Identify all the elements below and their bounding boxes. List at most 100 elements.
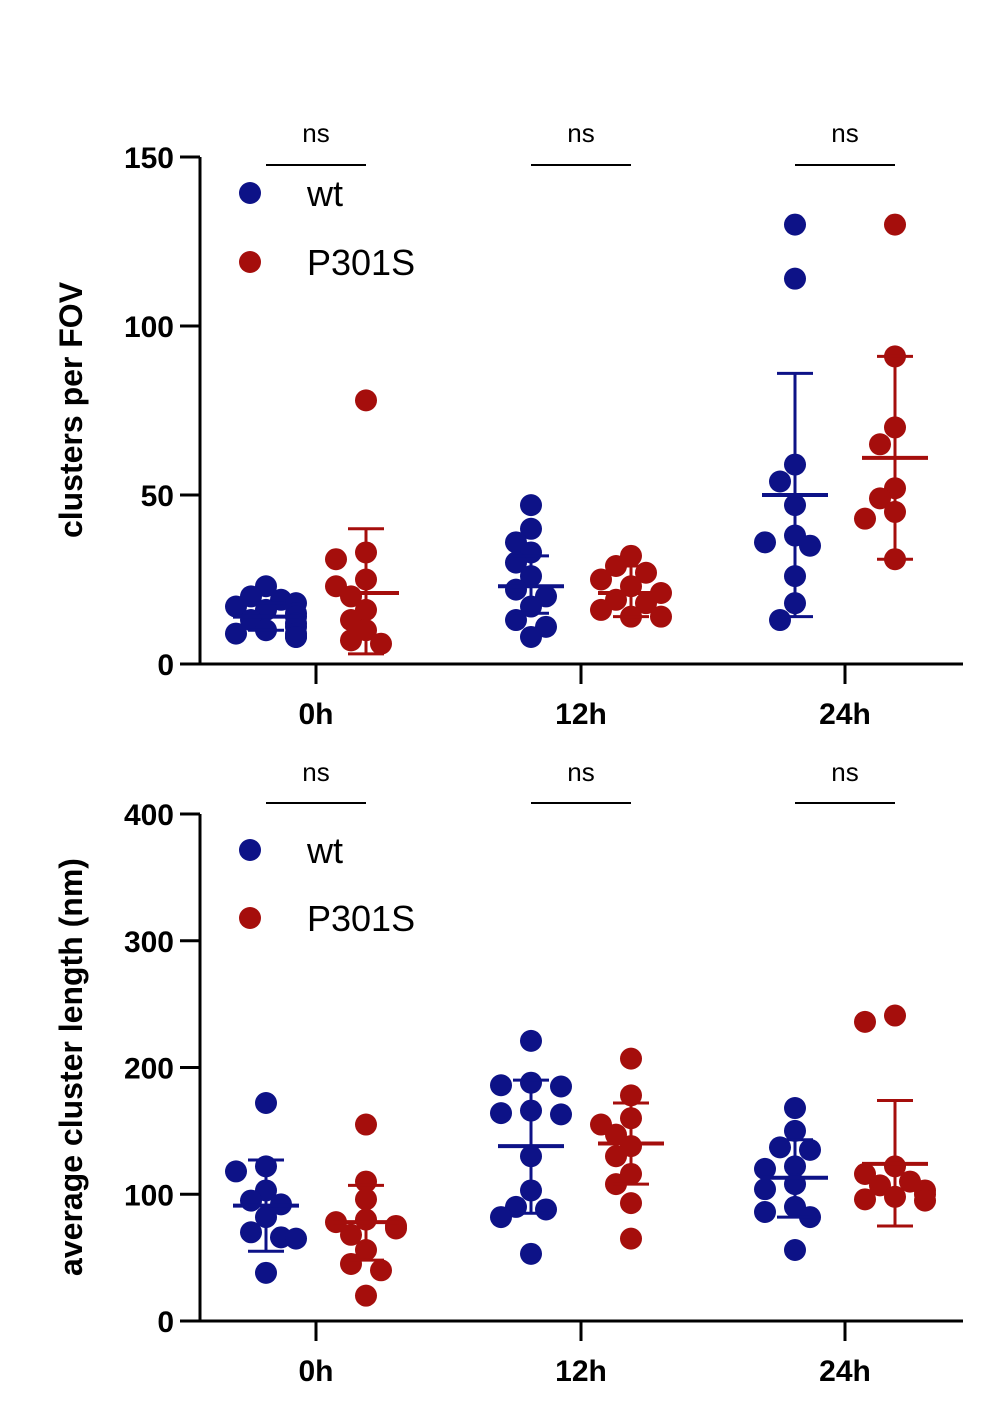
y-tick-label: 100 [124,311,174,344]
data-point-wt [255,1261,277,1284]
legend-label-p301s: P301S [307,242,415,283]
data-point-p301s [355,389,377,412]
significance-label: ns [831,118,858,148]
data-point-wt [754,1178,776,1201]
data-point-wt [784,1119,806,1142]
x-tick-label: 0h [298,1355,333,1388]
y-tick-label: 400 [124,799,174,832]
data-point-p301s [884,1004,906,1027]
data-point-p301s [854,1010,876,1033]
data-point-wt [799,534,821,557]
significance-label: ns [302,118,329,148]
data-point-p301s [914,1189,936,1212]
data-point-p301s [325,548,347,571]
data-point-p301s [355,1170,377,1193]
data-point-wt [240,1221,262,1244]
significance-label: ns [302,757,329,787]
data-point-p301s [869,433,891,456]
x-ticks: 0h 12h 24h [298,664,871,731]
data-point-p301s [340,1252,362,1275]
data-point-p301s [869,487,891,510]
data-point-wt [225,595,247,618]
legend-label-p301s: P301S [307,898,415,939]
y-tick-label: 300 [124,926,174,959]
data-point-wt [520,1242,542,1265]
y-tick-label: 100 [124,1179,174,1212]
y-tick-label: 0 [157,649,174,682]
data-point-wt [769,609,791,632]
x-tick-label: 24h [819,1355,871,1388]
data-point-wt [285,1227,307,1250]
data-point-p301s [854,507,876,530]
legend-label-wt: wt [306,830,343,871]
data-point-wt [520,1029,542,1052]
y-tick-label: 150 [124,142,174,175]
y-tick-label: 200 [124,1053,174,1086]
data-point-wt [520,625,542,648]
significance-label: ns [831,757,858,787]
data-point-wt [784,1239,806,1262]
data-point-wt [225,622,247,645]
data-point-wt [784,1097,806,1120]
data-point-wt [505,578,527,601]
legend-marker-p301s [239,251,261,273]
data-marks [225,1004,936,1307]
data-point-wt [769,1136,791,1159]
data-point-p301s [370,632,392,655]
data-point-p301s [620,1047,642,1070]
legend: wt P301S [239,173,415,283]
data-point-p301s [854,1162,876,1185]
data-point-wt [520,494,542,517]
data-point-p301s [869,1174,891,1197]
data-point-wt [754,1157,776,1180]
data-point-p301s [340,629,362,652]
data-point-wt [285,625,307,648]
legend-marker-p301s [239,907,261,929]
y-tick-label: 0 [157,1306,174,1339]
data-point-p301s [884,213,906,236]
data-point-wt [240,1189,262,1212]
data-point-p301s [590,568,612,591]
x-tick-label: 12h [555,1355,607,1388]
data-point-p301s [605,1123,627,1146]
data-point-wt [535,1198,557,1221]
data-point-p301s [650,605,672,628]
data-point-p301s [590,598,612,621]
legend-label-wt: wt [306,173,343,214]
data-point-wt [769,470,791,493]
data-point-wt [784,267,806,290]
data-point-p301s [635,592,657,615]
data-point-p301s [620,1192,642,1215]
data-point-wt [490,1074,512,1097]
data-point-wt [490,1206,512,1229]
y-axis-label: average cluster length (nm) [53,858,89,1276]
data-point-p301s [355,1113,377,1136]
y-axis-label: clusters per FOV [53,281,89,538]
data-marks [225,213,928,656]
data-point-wt [754,531,776,554]
legend-marker-wt [239,182,261,204]
data-point-wt [784,213,806,236]
panel-average-cluster-length: average cluster length (nm) 0 100 200 300 40… [53,757,963,1388]
data-point-wt [255,1091,277,1114]
data-point-wt [520,517,542,540]
data-point-wt [225,1160,247,1183]
x-tick-label: 12h [555,698,607,731]
data-point-p301s [605,1145,627,1168]
legend-marker-wt [239,839,261,861]
data-point-p301s [340,1223,362,1246]
data-point-wt [490,1102,512,1125]
data-point-p301s [370,1259,392,1282]
x-tick-label: 0h [298,698,333,731]
x-tick-label: 24h [819,698,871,731]
y-ticks: 0 100 200 300 400 [124,799,200,1339]
significance-label: ns [567,757,594,787]
data-point-p301s [340,585,362,608]
data-point-p301s [355,1284,377,1307]
y-ticks: 0 50 100 150 [124,142,200,682]
data-point-p301s [620,1084,642,1107]
data-point-p301s [854,1188,876,1211]
significance-annotations: ns ns ns [266,118,895,166]
data-point-wt [754,1200,776,1223]
